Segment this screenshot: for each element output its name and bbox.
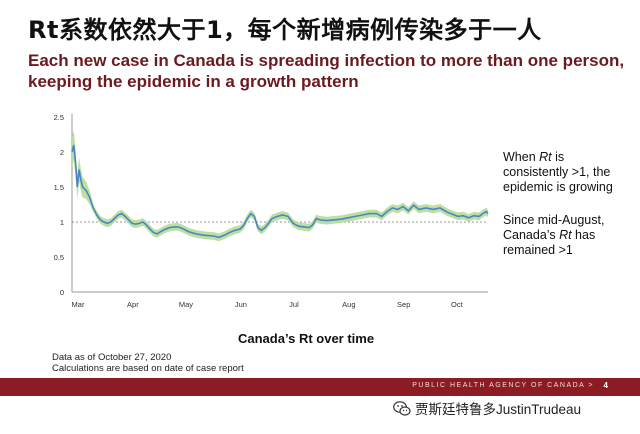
y-tick-label: 1 [60, 218, 64, 227]
x-tick-label: Apr [127, 300, 139, 309]
x-tick-label: May [179, 300, 193, 309]
wechat-watermark: 贾斯廷特鲁多JustinTrudeau [393, 398, 581, 418]
page-number: 4 [603, 381, 608, 390]
rt-line-chart: 0 0.5 1 1.5 2 2.5 Mar Apr May Jun Jul Aug Sep Oct [54, 113, 489, 309]
rt-symbol: Rt [298, 331, 313, 346]
y-tick-label: 0 [60, 288, 64, 297]
y-tick-label: 1.5 [54, 183, 64, 192]
slide-subtitle: Each new case in Canada is spreading inf… [28, 51, 625, 91]
y-tick-label: 2 [60, 148, 64, 157]
x-tick-label: Sep [397, 300, 410, 309]
rt-series-line [71, 144, 489, 239]
x-tick-label: Jul [289, 300, 299, 309]
x-tick-label: Aug [342, 300, 355, 309]
wechat-icon [393, 400, 411, 416]
rt-symbol: Rt [559, 228, 572, 242]
side-note-growing: When Rt is consistently >1, the epidemic… [503, 150, 613, 194]
watermark-text: 贾斯廷特鲁多JustinTrudeau [415, 402, 582, 417]
footnote-data-date: Data as of October 27, 2020 [52, 352, 172, 363]
x-tick-label: Oct [451, 300, 464, 309]
x-tick-label: Jun [235, 300, 247, 309]
slide-title: Rt系数依然大于1，每个新增病例传染多于一人 [28, 16, 542, 44]
y-tick-label: 2.5 [54, 113, 64, 122]
footer-bar: PUBLIC HEALTH AGENCY OF CANADA > 4 [0, 378, 640, 396]
chart-caption: Canada’s Rt over time [238, 331, 375, 346]
rt-symbol: Rt [539, 150, 552, 164]
y-tick-label: 0.5 [54, 253, 64, 262]
side-note-since-august: Since mid-August, Canada’s Rt has remain… [503, 213, 605, 257]
footer-agency: PUBLIC HEALTH AGENCY OF CANADA > [412, 382, 594, 389]
x-tick-label: Mar [72, 300, 85, 309]
footnote-calculation: Calculations are based on date of case r… [52, 363, 244, 374]
